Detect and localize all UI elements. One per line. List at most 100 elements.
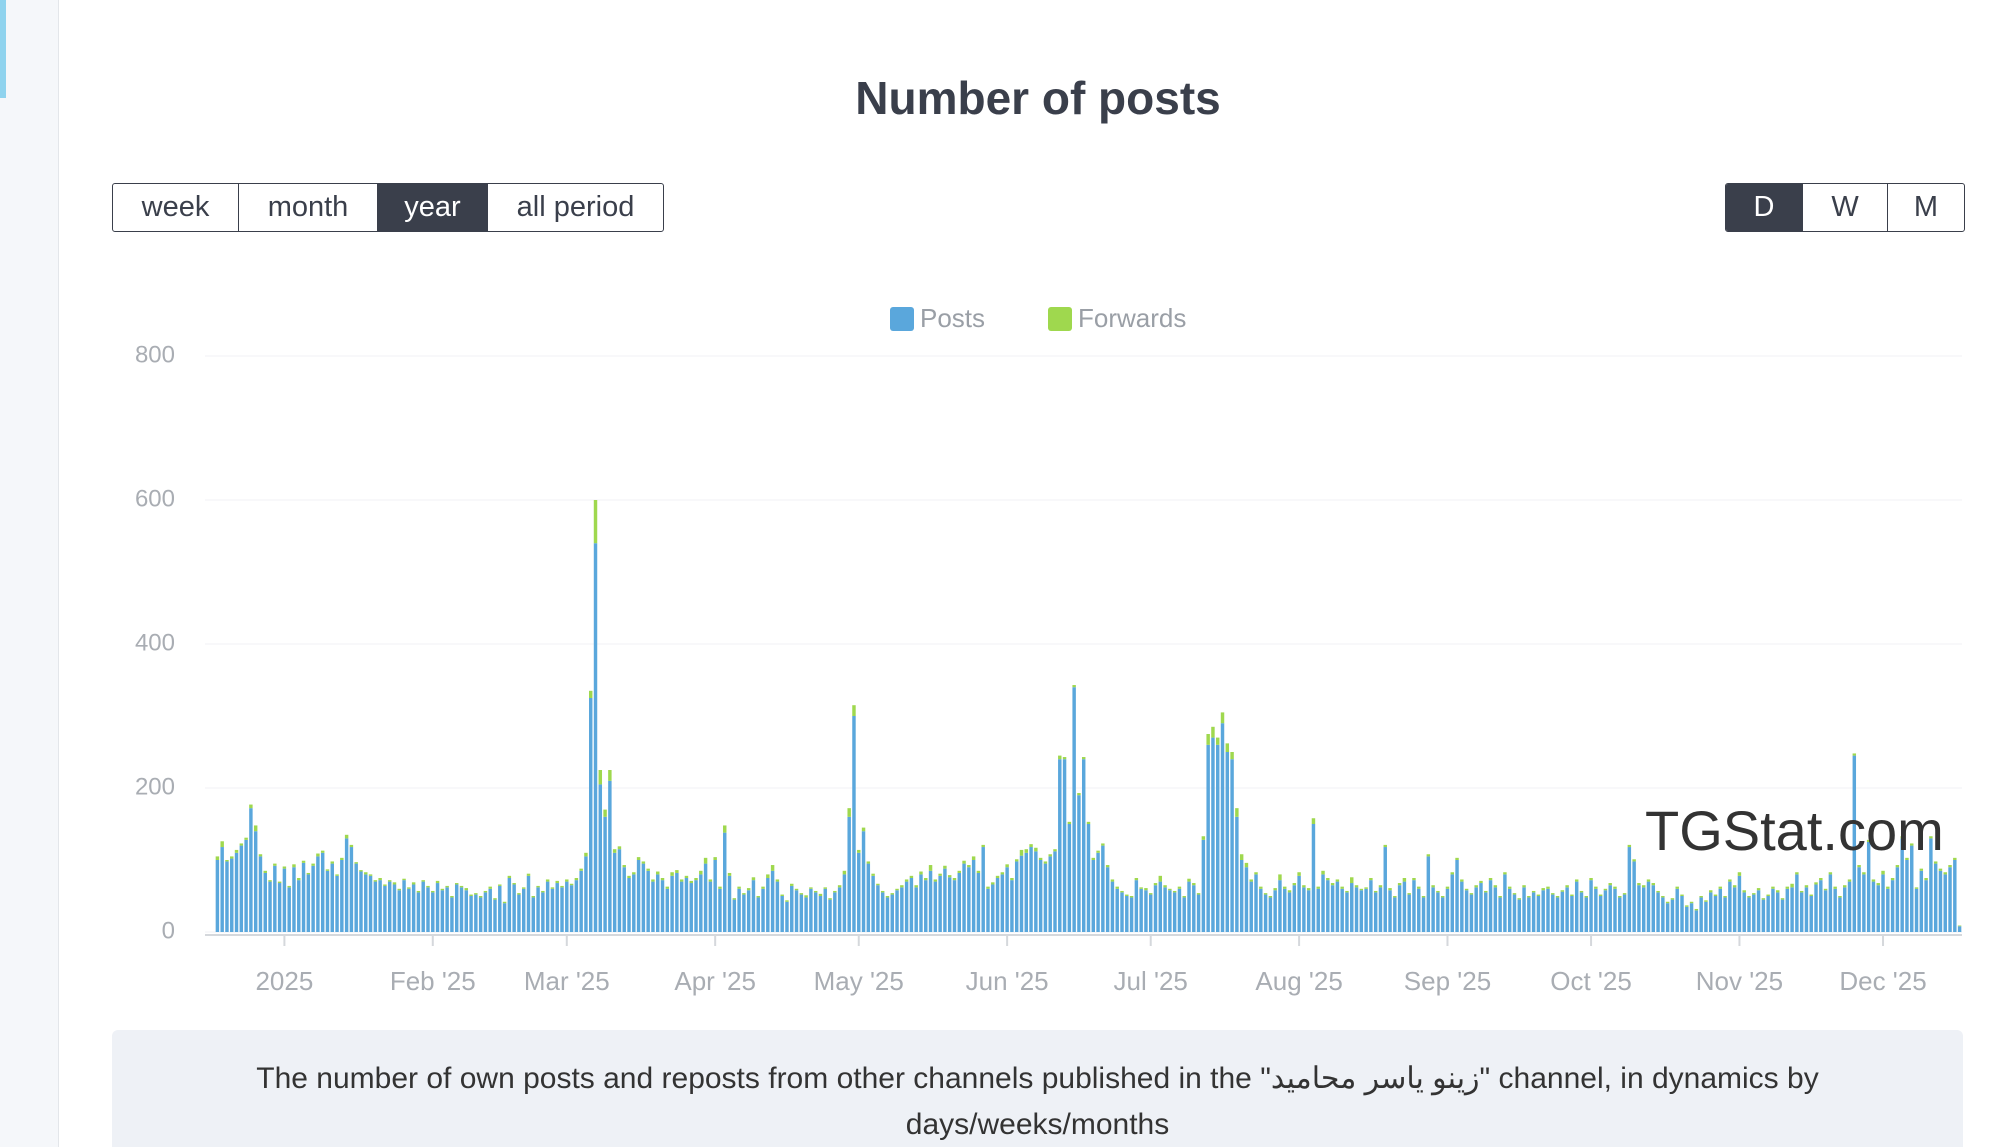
bar	[651, 879, 655, 882]
bar	[794, 890, 799, 932]
bar	[1302, 885, 1306, 888]
bar	[1488, 878, 1493, 881]
button[interactable]: year	[377, 184, 487, 231]
bar	[1551, 893, 1555, 895]
bar	[1747, 897, 1751, 932]
bar	[1752, 893, 1756, 895]
bar	[1484, 890, 1488, 893]
bar	[1771, 888, 1775, 932]
bar	[1129, 897, 1134, 932]
button[interactable]: month	[238, 184, 377, 231]
bar	[550, 888, 555, 932]
bar	[785, 901, 789, 932]
bar	[349, 844, 354, 848]
bar	[732, 898, 737, 900]
y-tick-label: 0	[162, 917, 175, 944]
button[interactable]: M	[1887, 184, 1964, 231]
bar	[1340, 888, 1344, 932]
button[interactable]: week	[141, 191, 210, 223]
bar	[526, 875, 531, 932]
bar	[761, 886, 765, 889]
bar	[1953, 860, 1957, 932]
bar	[1809, 894, 1813, 896]
bar	[1216, 737, 1220, 745]
bar	[1455, 860, 1459, 932]
bar	[354, 862, 358, 864]
bar	[507, 875, 512, 878]
bar	[646, 870, 650, 932]
bar	[1182, 896, 1186, 898]
bar	[880, 890, 885, 893]
bar	[1297, 875, 1301, 932]
bar	[1584, 897, 1588, 932]
button[interactable]: W	[1802, 184, 1887, 231]
bar	[1206, 744, 1210, 932]
bar	[751, 877, 756, 881]
bar	[1268, 896, 1273, 898]
bar	[1091, 857, 1096, 860]
bar	[895, 890, 899, 932]
bar	[478, 897, 483, 932]
bar	[1685, 906, 1689, 932]
bar	[1704, 901, 1708, 932]
bar	[967, 867, 971, 932]
bar	[220, 841, 224, 848]
bar	[1929, 838, 1933, 932]
bar	[1158, 875, 1163, 882]
bar	[818, 893, 823, 896]
bar	[1196, 893, 1201, 895]
bar	[809, 888, 813, 932]
bar	[387, 881, 392, 932]
bar	[1105, 865, 1110, 868]
bar	[1484, 892, 1488, 932]
bar	[718, 888, 722, 932]
bar	[1235, 808, 1239, 817]
bar	[1699, 896, 1703, 898]
bar	[402, 880, 406, 932]
bar	[1761, 898, 1766, 900]
watermark: TGStat.com	[1645, 799, 1944, 862]
bar	[1795, 872, 1799, 875]
bar	[1440, 897, 1445, 932]
bar	[459, 887, 464, 932]
bar	[1330, 885, 1335, 932]
bar	[895, 888, 899, 891]
bar	[349, 847, 354, 932]
bar	[1823, 888, 1828, 891]
bar	[1924, 878, 1928, 881]
bar	[828, 899, 832, 932]
bar	[541, 892, 545, 932]
bar	[1129, 896, 1134, 898]
bar	[1148, 893, 1153, 895]
bar	[622, 865, 626, 868]
bar	[378, 878, 382, 881]
bar	[1417, 888, 1421, 932]
bar	[1594, 886, 1598, 889]
bar	[708, 879, 713, 882]
bar	[431, 890, 435, 893]
bar	[1216, 744, 1220, 932]
button[interactable]: all period	[487, 184, 663, 231]
y-tick-label: 800	[135, 341, 175, 368]
bar	[1139, 888, 1143, 932]
bar	[809, 887, 813, 889]
bar	[1014, 859, 1019, 862]
bar	[1292, 885, 1297, 932]
bar	[359, 871, 363, 932]
bar	[876, 883, 880, 886]
bar	[464, 888, 469, 891]
bar	[1613, 886, 1617, 889]
button[interactable]: D	[1726, 184, 1802, 231]
bar	[565, 879, 569, 882]
bar	[545, 881, 550, 932]
bar	[1450, 874, 1454, 932]
bar	[536, 885, 540, 888]
bar	[277, 883, 282, 932]
bar	[1254, 872, 1258, 875]
bar	[1182, 897, 1186, 932]
bar	[713, 860, 717, 932]
legend-swatch	[890, 307, 914, 331]
bar	[1436, 892, 1440, 932]
